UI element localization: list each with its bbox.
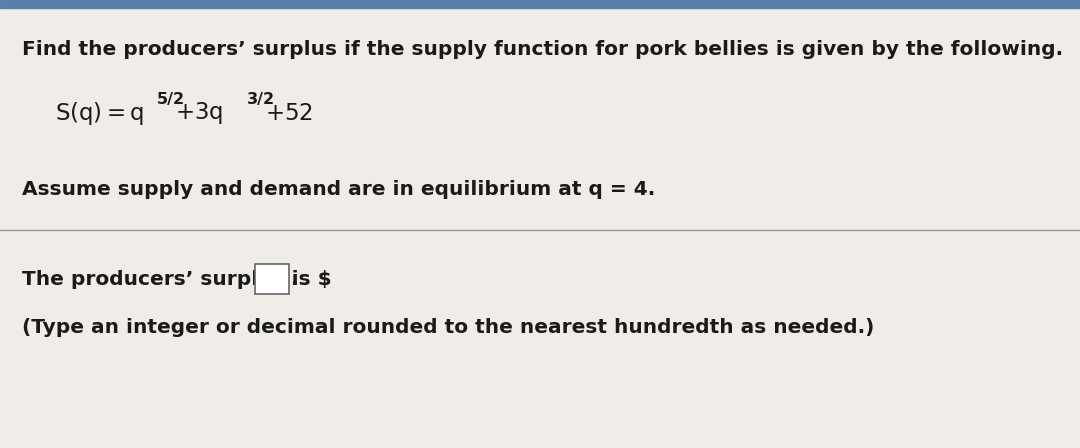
Text: Find the producers’ surplus if the supply function for pork bellies is given by : Find the producers’ surplus if the suppl…: [22, 40, 1063, 59]
Bar: [0, 0, 1080, 8]
Text: .: .: [291, 270, 298, 289]
Text: $\mathregular{S(q) = q}$: $\mathregular{S(q) = q}$: [55, 99, 145, 126]
FancyBboxPatch shape: [255, 264, 289, 294]
Text: (Type an integer or decimal rounded to the nearest hundredth as needed.): (Type an integer or decimal rounded to t…: [22, 318, 875, 337]
Text: 3/2: 3/2: [247, 91, 275, 107]
Text: Assume supply and demand are in equilibrium at q = 4.: Assume supply and demand are in equilibr…: [22, 180, 656, 199]
Text: $\mathregular{ + 52}$: $\mathregular{ + 52}$: [265, 102, 313, 125]
Text: $\mathregular{ + 3q}$: $\mathregular{ + 3q}$: [175, 100, 224, 126]
Text: 5/2: 5/2: [157, 91, 185, 107]
Text: The producers’ surplus is $: The producers’ surplus is $: [22, 270, 332, 289]
